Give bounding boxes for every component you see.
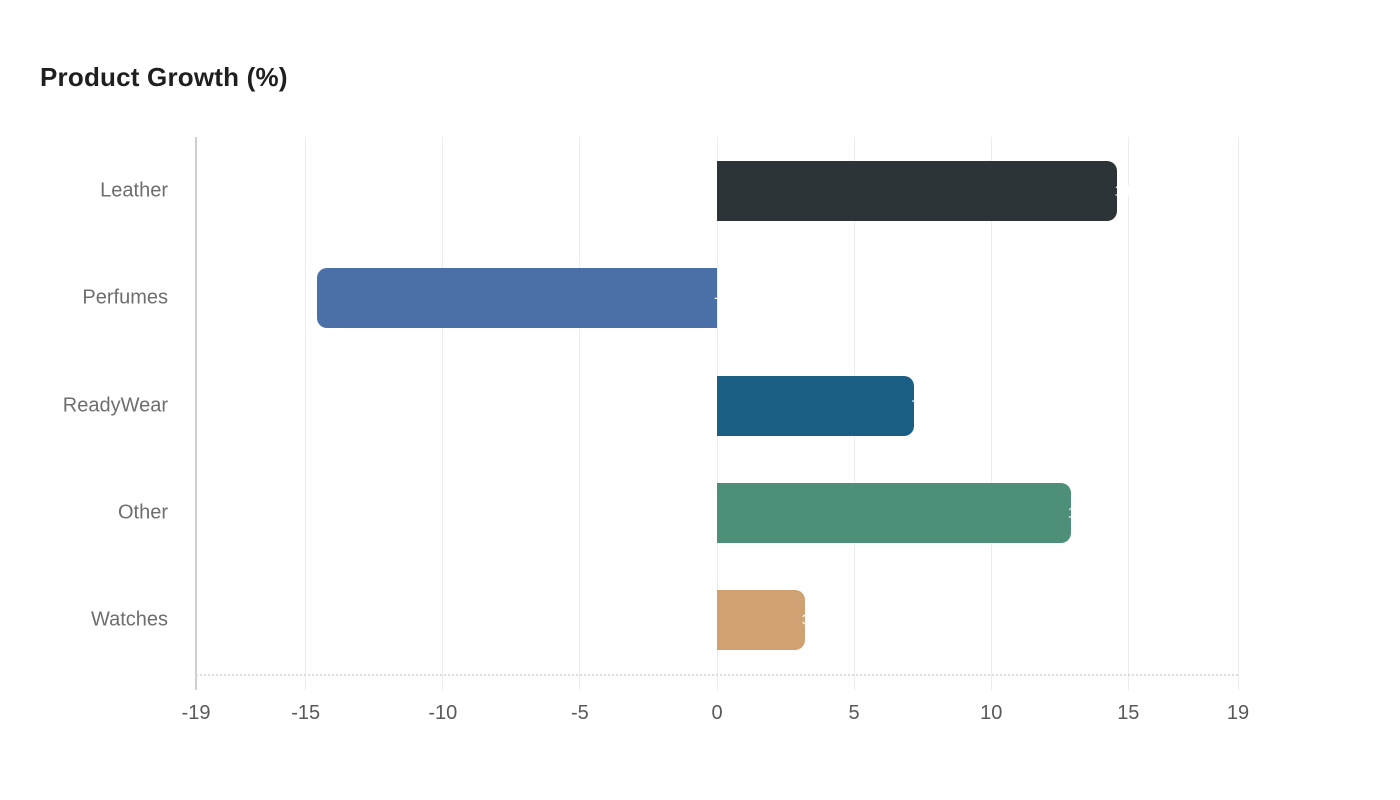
bar-value-label: 14.6 — [1114, 182, 1144, 200]
category-label-leather: Leather — [100, 179, 168, 202]
x-tick-label: 15 — [1117, 702, 1140, 724]
x-tick-label: -19 — [181, 702, 211, 724]
x-tick-label: 0 — [711, 702, 723, 724]
bar-leather[interactable]: 14.6 — [717, 160, 1144, 221]
bar-other[interactable]: 12.9 — [717, 482, 1097, 543]
bar-value-label: 3.2 — [801, 611, 823, 629]
gridline — [442, 137, 444, 690]
bar-value-label: 7.2 — [911, 397, 933, 414]
bar-readywear[interactable]: 7.2 — [717, 375, 932, 436]
category-label-readywear: ReadyWear — [62, 394, 168, 416]
x-tick-label: -5 — [570, 702, 589, 724]
category-label-watches: Watches — [90, 608, 168, 631]
gridline — [195, 137, 197, 690]
x-tick-label: -10 — [428, 702, 458, 724]
x-tick-label: 10 — [980, 702, 1003, 724]
x-tick-label: 5 — [848, 702, 860, 724]
gridline — [579, 137, 581, 690]
gridline — [990, 137, 992, 690]
gridline — [1237, 137, 1239, 690]
bar-perfumes[interactable]: -14.6 — [316, 268, 748, 329]
category-label-perfumes: Perfumes — [82, 286, 168, 309]
bar-watches[interactable]: 3.2 — [717, 590, 823, 651]
category-label-other: Other — [117, 501, 168, 524]
gridline — [1127, 137, 1129, 690]
bar-value-label: -14.6 — [713, 289, 749, 307]
x-tick-label: -15 — [291, 702, 321, 724]
bar-value-label: 12.9 — [1067, 504, 1097, 522]
x-axis-baseline — [196, 674, 1238, 676]
x-tick-label: 19 — [1226, 702, 1250, 724]
gridline — [305, 137, 307, 690]
chart-title: Product Growth (%) — [40, 62, 288, 92]
